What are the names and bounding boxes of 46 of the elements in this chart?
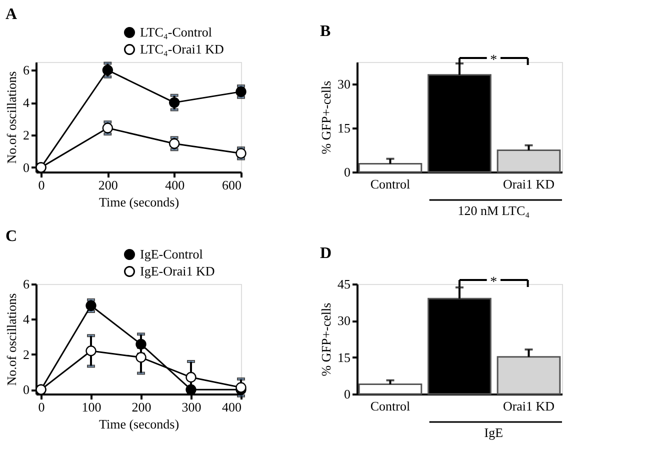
x-tick-label: Orai1 KD bbox=[502, 398, 555, 414]
x-axis-title: Time (seconds) bbox=[98, 194, 180, 210]
y-axis-title: % GFP+-cells bbox=[318, 302, 334, 376]
annotation: * bbox=[490, 275, 498, 290]
y-axis-title: % GFP+-cells bbox=[318, 80, 334, 154]
x-tick-label: 400 bbox=[165, 178, 185, 192]
x-tick-label: 100 bbox=[82, 400, 102, 414]
y-tick-label: 4 bbox=[23, 312, 30, 327]
x-axis-title: Time (seconds) bbox=[98, 416, 180, 432]
chart-title: D bbox=[320, 245, 332, 262]
text: IgE bbox=[484, 425, 504, 440]
x-tick-label: 600 bbox=[222, 178, 242, 192]
y-axis-title: No.of oscillations bbox=[4, 71, 19, 164]
y-tick-label: 0 bbox=[344, 164, 350, 180]
x-tick-label: 200 bbox=[132, 400, 152, 414]
text: 120 nM LTC₄ bbox=[458, 203, 530, 218]
y-tick-label: 45 bbox=[338, 276, 350, 292]
y-tick-label: 0 bbox=[23, 382, 30, 398]
y-tick-label: 15 bbox=[338, 120, 350, 136]
x-tick-label: 0 bbox=[38, 178, 45, 192]
y-tick-label: 30 bbox=[338, 313, 350, 328]
annotation: * bbox=[490, 53, 498, 68]
y-tick-label: 0 bbox=[344, 386, 350, 402]
chart-title: A bbox=[6, 6, 18, 23]
x-tick-label: Control bbox=[370, 176, 410, 192]
chart-title: B bbox=[320, 23, 331, 40]
chart-title: C bbox=[6, 228, 18, 245]
legend-label: IgE-Control bbox=[140, 246, 204, 262]
legend-label: LTC₄-Orai1 KD bbox=[140, 42, 224, 56]
y-tick-label: 2 bbox=[23, 128, 30, 143]
y-tick-label: 15 bbox=[338, 350, 350, 365]
y-tick-label: 30 bbox=[338, 76, 350, 92]
x-tick-label: 200 bbox=[98, 178, 118, 192]
x-tick-label: Orai1 KD bbox=[502, 176, 555, 192]
x-tick-label: 400 bbox=[222, 400, 242, 414]
y-tick-label: 4 bbox=[23, 95, 30, 110]
legend-label: IgE-Orai1 KD bbox=[140, 264, 215, 278]
legend-label: LTC₄-Control bbox=[140, 24, 212, 40]
y-tick-label: 6 bbox=[23, 62, 30, 78]
x-tick-label: Control bbox=[370, 398, 410, 414]
y-tick-label: 2 bbox=[23, 346, 30, 362]
x-tick-label: 300 bbox=[182, 400, 202, 414]
x-tick-label: 0 bbox=[38, 400, 45, 414]
y-axis-title: No.of oscillations bbox=[4, 293, 19, 386]
y-tick-label: 6 bbox=[23, 276, 30, 292]
y-tick-label: 0 bbox=[23, 160, 30, 175]
